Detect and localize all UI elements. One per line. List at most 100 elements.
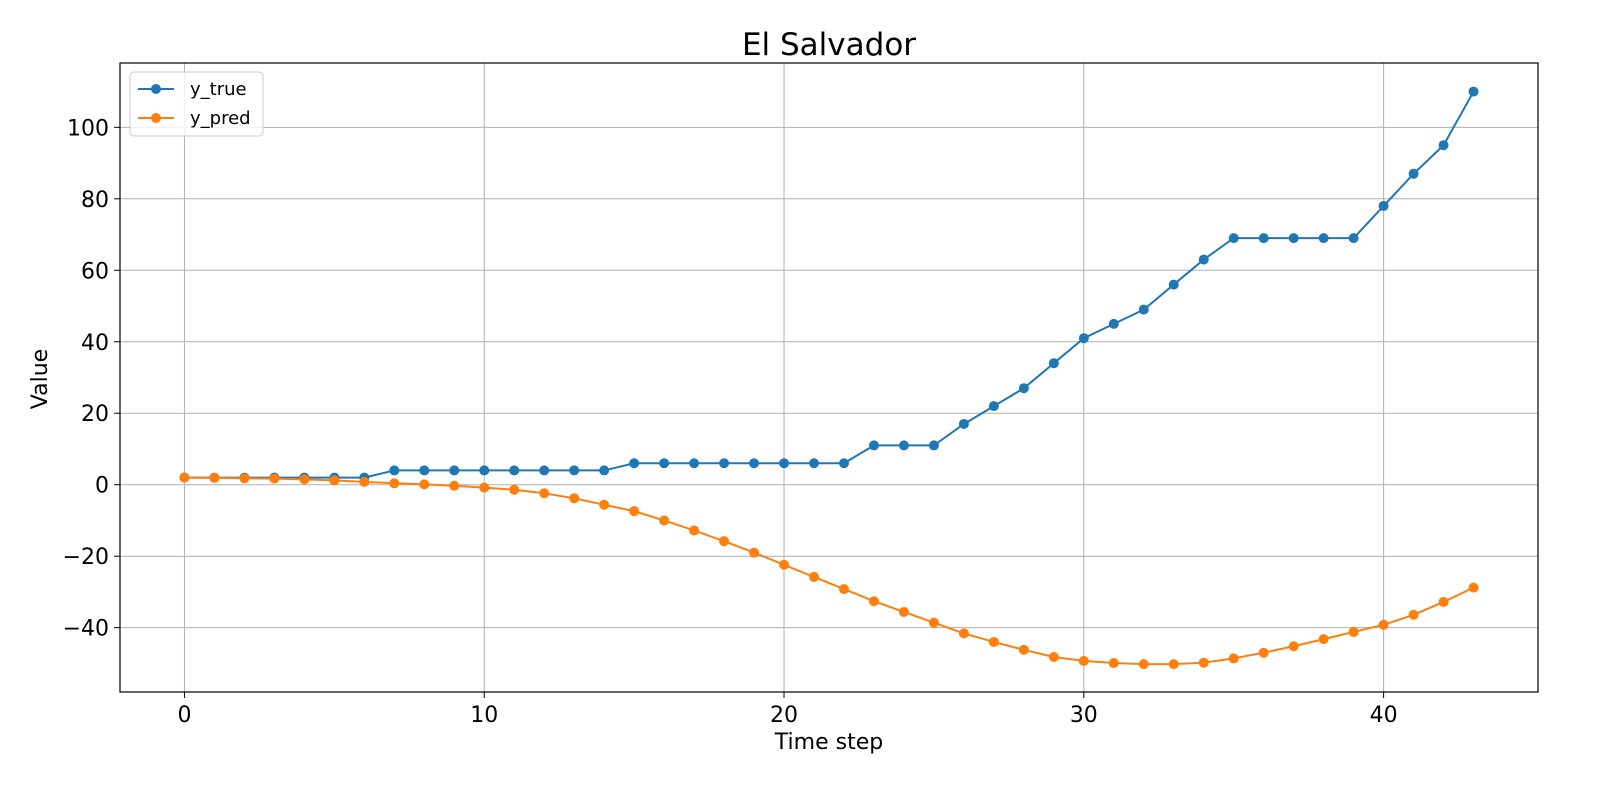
data-point-y_pred-12 [539, 488, 550, 499]
y-axis-label: Value [28, 349, 53, 409]
y-tick-label-5: 60 [81, 259, 109, 284]
data-point-y_pred-25 [928, 617, 939, 628]
data-point-y_pred-8 [419, 479, 430, 490]
data-point-y_pred-42 [1438, 596, 1449, 607]
data-point-y_pred-20 [779, 559, 790, 570]
legend: y_true y_pred [129, 71, 264, 137]
y-tick-label-2: 0 [95, 474, 109, 499]
data-point-y_true-18 [719, 458, 730, 469]
data-point-y_pred-11 [509, 484, 520, 495]
x-axis: 0 10 20 30 40 [177, 692, 1398, 728]
data-point-y_true-37 [1288, 233, 1299, 244]
data-point-y_pred-9 [449, 480, 460, 491]
data-point-y_pred-26 [958, 628, 969, 639]
data-point-y_pred-34 [1198, 657, 1209, 668]
data-point-y_pred-24 [898, 606, 909, 617]
data-point-y_true-34 [1198, 254, 1209, 265]
x-axis-label: Time step [774, 730, 883, 755]
data-point-y_pred-22 [838, 584, 849, 595]
legend-marker-y_pred [151, 113, 161, 123]
data-point-y_pred-37 [1288, 641, 1299, 652]
data-point-y_pred-18 [719, 536, 730, 547]
data-point-y_pred-35 [1228, 653, 1239, 664]
data-point-y_true-10 [479, 465, 490, 476]
x-tick-label-2: 20 [770, 703, 798, 728]
data-point-y_pred-33 [1168, 659, 1179, 670]
data-point-y_pred-1 [209, 472, 220, 483]
y-tick-label-4: 40 [81, 331, 109, 356]
data-point-y_pred-6 [359, 476, 370, 487]
legend-label-y_true: y_true [190, 79, 247, 100]
data-point-y_true-26 [958, 418, 969, 429]
data-point-y_pred-4 [299, 474, 310, 485]
data-point-y_true-25 [928, 440, 939, 451]
data-point-y_pred-36 [1258, 647, 1269, 658]
data-point-y_pred-21 [809, 571, 820, 582]
data-point-y_pred-10 [479, 482, 490, 493]
data-point-y_true-8 [419, 465, 430, 476]
data-point-y_pred-19 [749, 547, 760, 558]
data-point-y_true-20 [779, 458, 790, 469]
series-line-y_true [184, 91, 1475, 479]
data-point-y_true-12 [539, 465, 550, 476]
data-point-y_true-36 [1258, 233, 1269, 244]
legend-marker-y_true [151, 84, 161, 94]
data-point-y_true-13 [569, 465, 580, 476]
x-tick-label-0: 0 [177, 703, 191, 728]
data-point-y_true-35 [1228, 233, 1239, 244]
data-point-y_pred-29 [1048, 651, 1059, 662]
data-point-y_pred-14 [599, 499, 610, 510]
data-point-y_true-15 [629, 458, 640, 469]
y-tick-label-7: 100 [67, 116, 109, 141]
data-point-y_true-41 [1408, 168, 1419, 179]
data-point-y_pred-15 [629, 506, 640, 517]
data-point-y_true-17 [689, 458, 700, 469]
data-point-y_pred-13 [569, 493, 580, 504]
data-point-y_pred-3 [269, 473, 280, 484]
data-point-y_pred-23 [868, 596, 879, 607]
data-point-y_pred-38 [1318, 634, 1329, 645]
data-point-y_true-14 [599, 465, 610, 476]
data-point-y_true-40 [1378, 200, 1389, 211]
data-point-y_pred-40 [1378, 619, 1389, 630]
data-point-y_pred-30 [1078, 655, 1089, 666]
data-point-y_pred-31 [1108, 658, 1119, 669]
x-tick-label-4: 40 [1370, 703, 1398, 728]
data-point-y_true-28 [1018, 383, 1029, 394]
data-point-y_true-19 [749, 458, 760, 469]
data-point-y_pred-39 [1348, 626, 1359, 637]
grid [120, 63, 1538, 692]
data-point-y_true-30 [1078, 333, 1089, 344]
chart-title: El Salvador [742, 27, 916, 63]
y-tick-label-6: 80 [81, 188, 109, 213]
data-point-y_true-16 [659, 458, 670, 469]
data-point-y_true-42 [1438, 140, 1449, 151]
data-point-y_pred-43 [1468, 582, 1479, 593]
y-tick-label-1: −20 [63, 545, 109, 570]
series-layer [179, 86, 1479, 670]
data-point-y_pred-2 [239, 473, 250, 484]
data-point-y_true-38 [1318, 233, 1329, 244]
data-point-y_true-23 [868, 440, 879, 451]
data-point-y_true-39 [1348, 233, 1359, 244]
y-tick-label-0: −40 [63, 617, 109, 642]
y-tick-label-3: 20 [81, 402, 109, 427]
data-point-y_pred-5 [329, 475, 340, 486]
legend-label-y_pred: y_pred [190, 108, 251, 129]
data-point-y_pred-28 [1018, 644, 1029, 655]
data-point-y_true-33 [1168, 279, 1179, 290]
data-point-y_true-9 [449, 465, 460, 476]
data-point-y_true-24 [898, 440, 909, 451]
data-point-y_true-31 [1108, 318, 1119, 329]
data-point-y_pred-41 [1408, 609, 1419, 620]
x-tick-label-1: 10 [470, 703, 498, 728]
data-point-y_true-27 [988, 401, 999, 412]
x-tick-label-3: 30 [1070, 703, 1098, 728]
data-point-y_true-21 [809, 458, 820, 469]
series-line-y_pred [184, 476, 1474, 666]
data-point-y_true-29 [1048, 358, 1059, 369]
data-point-y_pred-17 [689, 525, 700, 536]
y-axis: −40 −20 0 20 40 60 80 100 [63, 116, 120, 642]
data-point-y_true-11 [509, 465, 520, 476]
data-point-y_pred-16 [659, 515, 670, 526]
